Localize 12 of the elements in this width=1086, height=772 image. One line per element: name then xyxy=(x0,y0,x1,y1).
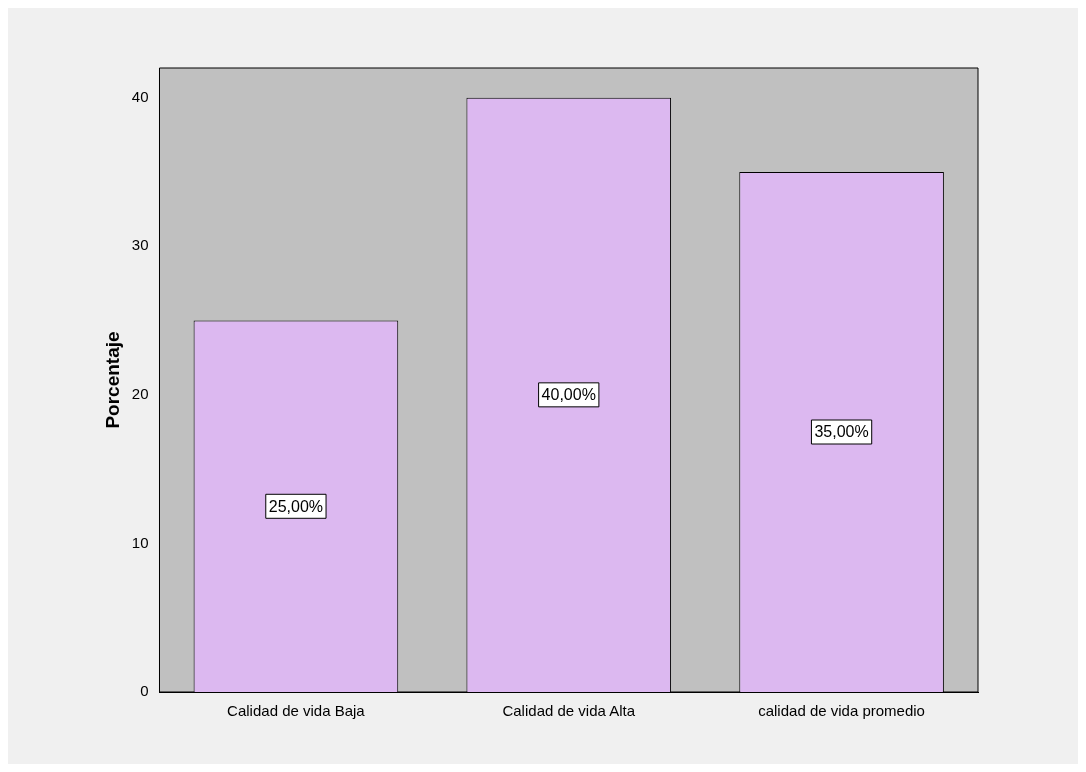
y-tick-label: 40 xyxy=(131,87,149,105)
x-tick-label: Calidad de vida Alta xyxy=(502,702,636,720)
data-label: 40,00% xyxy=(541,386,596,404)
y-tick-label: 20 xyxy=(131,385,149,402)
y-tick-label: 10 xyxy=(131,533,149,551)
y-axis-title: Porcentaje xyxy=(101,331,123,429)
data-label: 35,00% xyxy=(814,423,869,441)
x-tick-label: calidad de vida promedio xyxy=(758,702,925,720)
x-tick-label: Calidad de vida Baja xyxy=(227,702,366,720)
y-tick-label: 0 xyxy=(140,682,149,700)
y-tick-label: 30 xyxy=(131,236,149,254)
data-label: 25,00% xyxy=(268,497,324,515)
